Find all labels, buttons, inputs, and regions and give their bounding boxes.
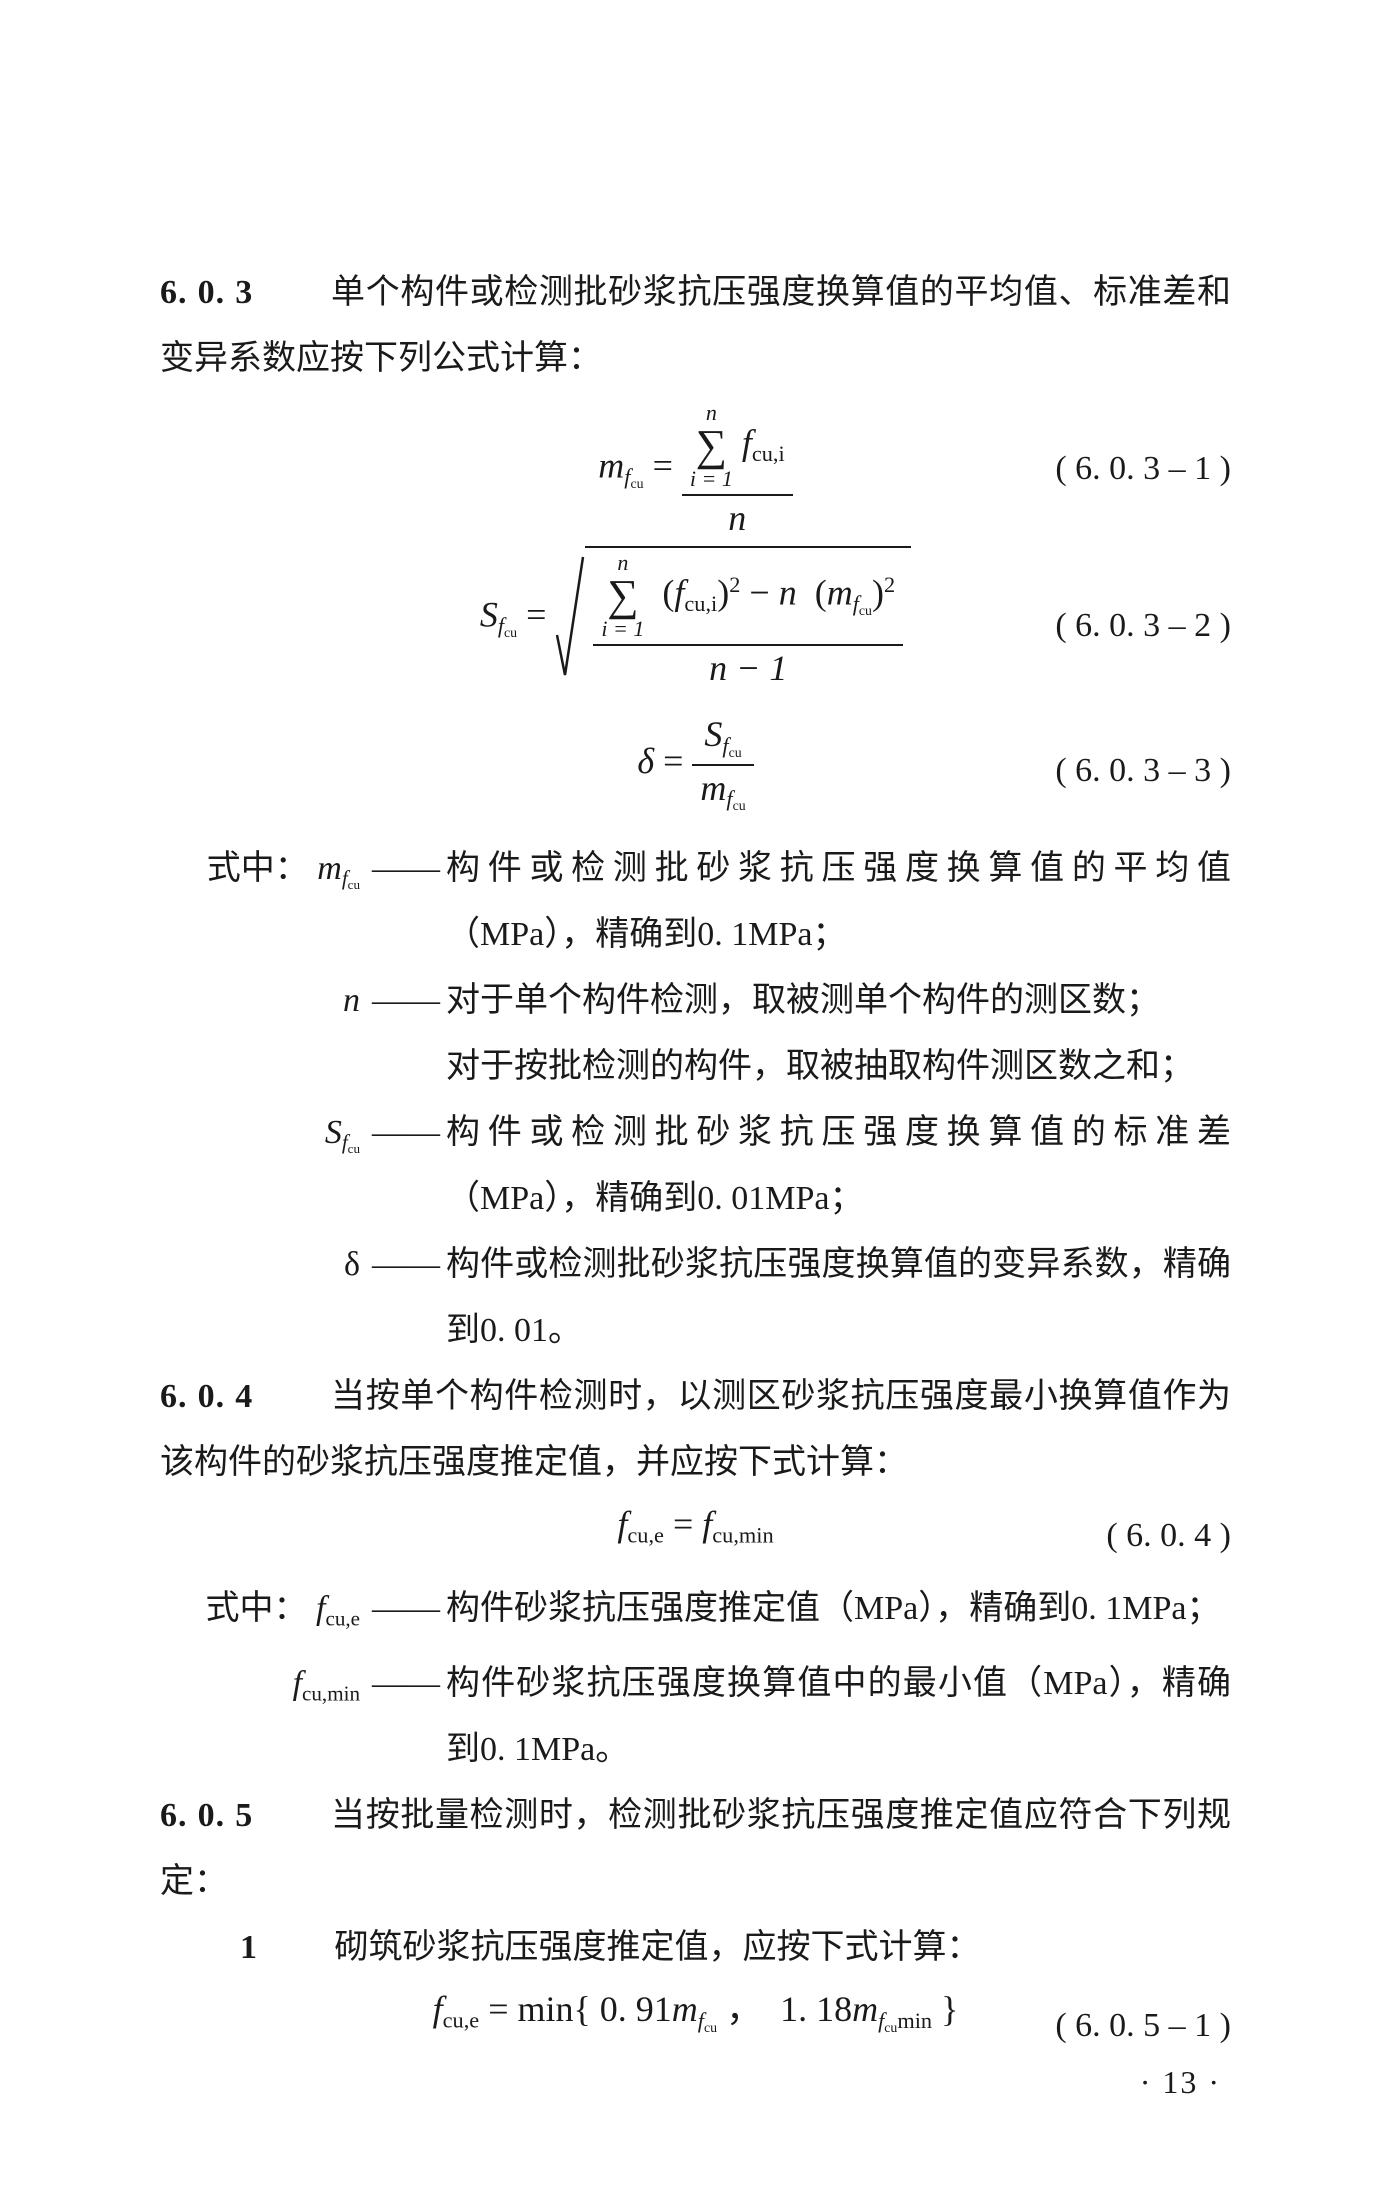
- definitions-604: 式中： fcu,e —— 构件砂浆抗压强度推定值（MPa），精确到0. 1MPa…: [160, 1576, 1231, 1783]
- definition-fcue: 构件砂浆抗压强度推定值（MPa），精确到0. 1MPa；: [446, 1576, 1231, 1651]
- definition-n-2: 对于按批检测的构件，取被抽取构件测区数之和；: [446, 1034, 1231, 1100]
- section-604-text: 当按单个构件检测时，以测区砂浆抗压强度最小换算值作为该构件的砂浆抗压强度推定值，…: [160, 1378, 1231, 1481]
- section-605-paragraph: 6. 0. 5 当按批量检测时，检测批砂浆抗压强度推定值应符合下列规定：: [160, 1783, 1231, 1915]
- equation-label: ( 6. 0. 3 – 1 ): [1055, 450, 1231, 488]
- equation-604: fcu,e = fcu,min ( 6. 0. 4 ): [160, 1506, 1231, 1566]
- section-number: 6. 0. 3: [160, 274, 253, 311]
- equation-603-2: Sfcu = n ∑ i = 1 (fcu,i)2: [160, 546, 1231, 706]
- definition-fcumin: 构件砂浆抗压强度换算值中的最小值（MPa），精确到0. 1MPa。: [446, 1651, 1231, 1783]
- equation-label: ( 6. 0. 4 ): [1106, 1517, 1231, 1555]
- definition-S: 构件或检测批砂浆抗压强度换算值的标准差（MPa），精确到0. 01MPa；: [446, 1100, 1231, 1232]
- page: 6. 0. 3 单个构件或检测批砂浆抗压强度换算值的平均值、标准差和变异系数应按…: [0, 0, 1391, 2191]
- item-605-1-text: 砌筑砂浆抗压强度推定值，应按下式计算：: [335, 1929, 981, 1966]
- equation-label: ( 6. 0. 3 – 2 ): [1055, 607, 1231, 645]
- section-604-paragraph: 6. 0. 4 当按单个构件检测时，以测区砂浆抗压强度最小换算值作为该构件的砂浆…: [160, 1364, 1231, 1496]
- section-number: 6. 0. 5: [160, 1797, 253, 1834]
- equation-label: ( 6. 0. 3 – 3 ): [1055, 752, 1231, 790]
- equation-605-1: fcu,e = min{ 0. 91mfcu ， 1. 18mfcumin } …: [160, 1991, 1231, 2061]
- section-number: 6. 0. 4: [160, 1378, 253, 1415]
- equation-603-3: δ = Sfcu mfcu ( 6. 0. 3 – 3 ): [160, 716, 1231, 826]
- equation-603-1: mfcu = n ∑ i = 1 fcu,i n ( 6. 0. 3 – 1 ): [160, 402, 1231, 536]
- definitions-intro: 式中：: [207, 850, 309, 887]
- item-number: 1: [240, 1929, 258, 1966]
- page-number: · 13 ·: [1140, 2064, 1221, 2101]
- item-605-1: 1 砌筑砂浆抗压强度推定值，应按下式计算：: [160, 1915, 1231, 1981]
- definition-m: 构件或检测批砂浆抗压强度换算值的平均值（MPa），精确到0. 1MPa；: [446, 836, 1231, 968]
- equation-label: ( 6. 0. 5 – 1 ): [1055, 2007, 1231, 2045]
- definition-n-1: 对于单个构件检测，取被测单个构件的测区数；: [446, 968, 1231, 1034]
- section-603-text: 单个构件或检测批砂浆抗压强度换算值的平均值、标准差和变异系数应按下列公式计算：: [160, 274, 1231, 377]
- definition-delta: 构件或检测批砂浆抗压强度换算值的变异系数，精确到0. 01。: [446, 1232, 1231, 1364]
- definitions-603: 式中： mfcu —— 构件或检测批砂浆抗压强度换算值的平均值（MPa），精确到…: [160, 836, 1231, 1364]
- section-605-text: 当按批量检测时，检测批砂浆抗压强度推定值应符合下列规定：: [160, 1797, 1231, 1900]
- section-603-paragraph: 6. 0. 3 单个构件或检测批砂浆抗压强度换算值的平均值、标准差和变异系数应按…: [160, 260, 1231, 392]
